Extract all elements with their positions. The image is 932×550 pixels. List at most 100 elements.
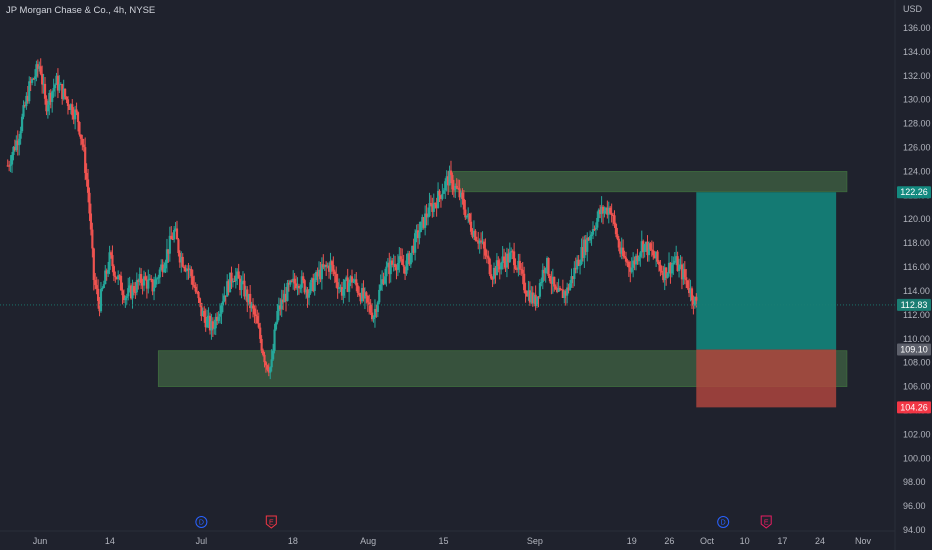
position-layer: [696, 192, 837, 408]
candle-body: [326, 265, 329, 267]
candle-body: [184, 268, 187, 272]
candle-body: [236, 271, 239, 276]
candle-body: [137, 280, 140, 282]
candle-body: [213, 328, 216, 330]
candle-body: [680, 264, 684, 280]
candle-body: [695, 296, 698, 301]
candle-body: [356, 285, 359, 294]
x-tick-label: 26: [664, 536, 674, 546]
candle-body: [260, 338, 263, 351]
candle-body: [221, 301, 224, 306]
price-tag-background: [897, 186, 931, 199]
candle-body: [323, 264, 326, 268]
candle-body: [71, 104, 74, 116]
candle-body: [683, 269, 686, 278]
candle-body: [432, 203, 435, 212]
candle-body: [85, 173, 88, 180]
candle-body: [426, 216, 430, 218]
candle-body: [46, 104, 49, 112]
candle-body: [329, 261, 332, 272]
candle-body: [316, 271, 319, 277]
time-axis[interactable]: Jun 14 Jul 18 Aug 15 Sep 19 26 Oct 10 17 24 Nov: [33, 536, 872, 546]
earnings-marker-icon[interactable]: E: [760, 515, 772, 529]
candle-body: [191, 276, 194, 286]
candle-body: [627, 261, 630, 268]
candle-body: [13, 146, 16, 150]
candle-body: [203, 310, 206, 317]
candle-body: [51, 91, 54, 102]
candle-body: [583, 239, 586, 258]
candle-body: [396, 263, 400, 270]
y-tick-label: 106.00: [903, 382, 931, 392]
candle-body: [644, 241, 648, 245]
x-tick-label: 14: [105, 536, 115, 546]
candle-body: [488, 258, 491, 275]
candle-body: [487, 255, 490, 259]
chart-title: JP Morgan Chase & Co., 4h, NYSE: [6, 5, 155, 16]
candle-body: [647, 243, 651, 256]
candle-body: [689, 288, 692, 294]
candle-body: [12, 146, 15, 155]
candle-body: [142, 276, 146, 286]
candle-body: [224, 295, 227, 297]
candle-body: [675, 256, 678, 261]
stop-zone[interactable]: [696, 349, 837, 408]
candle-body: [416, 230, 420, 239]
candle-body: [188, 268, 192, 271]
dividend-marker-icon[interactable]: D: [717, 516, 730, 528]
candle-body: [207, 315, 210, 319]
candle-body: [392, 263, 395, 265]
candle-body: [317, 269, 321, 277]
candle-body: [64, 88, 67, 97]
candle-body: [256, 316, 259, 324]
candle-body: [482, 241, 486, 249]
candle-body: [616, 234, 619, 239]
candle-body: [556, 289, 559, 293]
candle-body: [345, 277, 348, 280]
candle-body: [263, 354, 266, 363]
candle-body: [530, 292, 533, 303]
resistance-zone[interactable]: [448, 171, 848, 193]
candle-body: [173, 230, 176, 240]
candle-body: [563, 291, 566, 298]
candle-body: [33, 76, 37, 80]
candle-body: [41, 73, 44, 85]
candle-body: [340, 287, 344, 296]
candle-body: [586, 237, 589, 252]
candle-body: [419, 221, 422, 233]
candle-body: [523, 273, 526, 291]
y-tick-label: 100.00: [903, 453, 931, 463]
candle-body: [132, 286, 136, 292]
target-zone[interactable]: [696, 192, 837, 350]
candle-body: [195, 291, 199, 293]
candle-body: [105, 270, 108, 274]
candle-body: [365, 292, 368, 296]
x-tick-label: Sep: [527, 536, 543, 546]
candle-body: [655, 251, 658, 259]
candle-body: [8, 165, 11, 167]
price-axis[interactable]: USD 94.0096.0098.00100.00102.00104.00106…: [903, 4, 931, 535]
candle-body: [399, 256, 402, 260]
candle-body: [251, 304, 255, 309]
candle-body: [363, 292, 367, 299]
candle-body: [355, 279, 358, 286]
candle-body: [327, 265, 331, 272]
candle-body: [332, 264, 335, 272]
candle-body: [636, 255, 639, 262]
candle-body: [406, 253, 410, 261]
dividend-marker-icon[interactable]: D: [195, 516, 208, 528]
candle-body: [662, 272, 665, 281]
candle-body: [613, 215, 616, 225]
y-tick-label: 130.00: [903, 95, 931, 105]
candle-body: [580, 247, 583, 265]
candle-body: [679, 264, 682, 266]
candle-body: [477, 241, 480, 244]
dividend-marker-shape: [195, 516, 208, 528]
candle-body: [609, 207, 612, 214]
candle-body: [507, 253, 510, 263]
candle-body: [447, 176, 450, 186]
candle-body: [88, 192, 91, 214]
earnings-marker-icon[interactable]: E: [265, 515, 277, 529]
